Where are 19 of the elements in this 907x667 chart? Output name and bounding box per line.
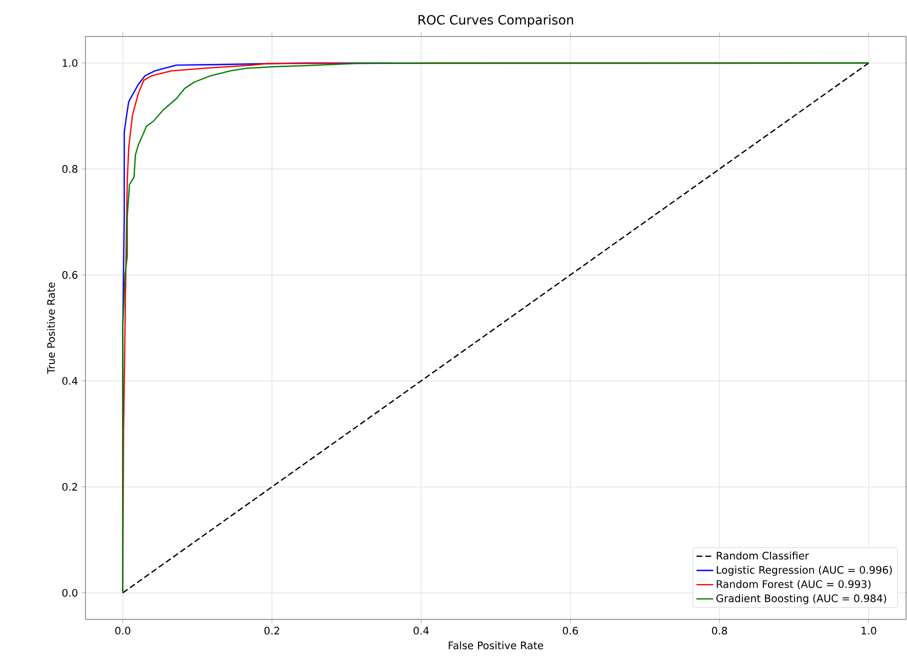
y-tick-label: 0.8 bbox=[62, 165, 78, 173]
legend-label: Gradient Boosting (AUC = 0.984) bbox=[716, 594, 886, 604]
y-tick-label: 0.2 bbox=[62, 483, 78, 491]
x-tick-label: 0.8 bbox=[712, 626, 728, 635]
legend-label: Random Classifier bbox=[716, 552, 809, 560]
y-tick-label: 1.0 bbox=[62, 59, 78, 68]
x-tick-label: 0.6 bbox=[562, 626, 578, 635]
x-axis-title: False Positive Rate bbox=[448, 641, 544, 650]
x-tick-label: 1.0 bbox=[862, 626, 876, 635]
chart-title: ROC Curves Comparison bbox=[418, 14, 574, 28]
legend-label: Logistic Regression (AUC = 0.996) bbox=[716, 566, 892, 576]
y-tick-label: 0.6 bbox=[62, 271, 78, 279]
legend-label: Random Forest (AUC = 0.993) bbox=[716, 580, 870, 590]
x-tick-label: 0.2 bbox=[264, 626, 280, 635]
y-tick-label: 0.4 bbox=[62, 377, 78, 385]
y-axis-title: True Positive Rate bbox=[46, 282, 55, 374]
y-tick-label: 0.0 bbox=[62, 589, 78, 597]
x-tick-label: 0.4 bbox=[414, 626, 429, 635]
x-tick-label: 0.0 bbox=[115, 626, 130, 635]
